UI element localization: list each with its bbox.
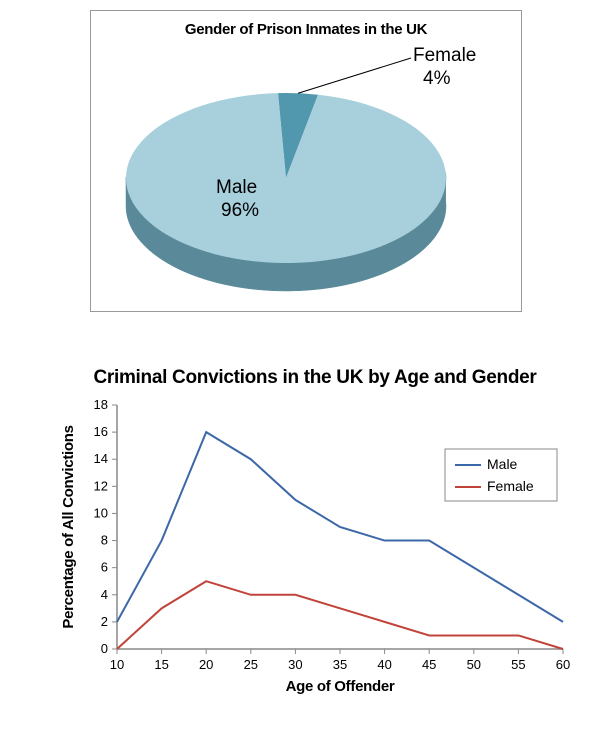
x-tick-label: 40 bbox=[377, 657, 391, 672]
y-tick-label: 6 bbox=[101, 560, 108, 575]
pie-chart-title: Gender of Prison Inmates in the UK bbox=[91, 11, 521, 38]
y-tick-label: 10 bbox=[94, 505, 108, 520]
y-tick-label: 16 bbox=[94, 424, 108, 439]
y-tick-label: 2 bbox=[101, 614, 108, 629]
x-tick-label: 25 bbox=[244, 657, 258, 672]
line-chart-svg: 0 2 4 6 8 10 12 14 16 18 10 15 20 25 30 35 40 45 50 55 60 Per… bbox=[55, 397, 575, 697]
y-axis-label: Percentage of All Convictions bbox=[60, 425, 77, 628]
x-tick-label: 60 bbox=[556, 657, 570, 672]
pie-pct-male: 96% bbox=[221, 200, 259, 221]
x-tick-label: 30 bbox=[288, 657, 302, 672]
pie-chart-svg: Female4% Male96% bbox=[91, 38, 521, 298]
y-tick-label: 14 bbox=[94, 451, 108, 466]
x-tick-label: 35 bbox=[333, 657, 347, 672]
line-chart-panel: Criminal Convictions in the UK by Age an… bbox=[55, 367, 575, 702]
y-tick-label: 8 bbox=[101, 533, 108, 548]
pie-label-male: Male bbox=[216, 177, 257, 198]
line-chart-title: Criminal Convictions in the UK by Age an… bbox=[55, 367, 575, 397]
x-tick-label: 55 bbox=[511, 657, 525, 672]
series-female bbox=[117, 581, 563, 649]
x-tick-label: 45 bbox=[422, 657, 436, 672]
y-tick-label: 12 bbox=[94, 478, 108, 493]
x-tick-label: 15 bbox=[154, 657, 168, 672]
y-tick-label: 0 bbox=[101, 641, 108, 656]
legend-label: Female bbox=[487, 478, 534, 494]
pie-pct-female: 4% bbox=[423, 68, 451, 89]
legend-label: Male bbox=[487, 456, 518, 472]
x-tick-label: 20 bbox=[199, 657, 213, 672]
y-tick-label: 18 bbox=[94, 397, 108, 412]
y-tick-label: 4 bbox=[101, 587, 108, 602]
pie-label-female: Female bbox=[413, 45, 476, 66]
pie-chart-panel: Gender of Prison Inmates in the UK Femal… bbox=[90, 10, 522, 312]
x-tick-label: 10 bbox=[110, 657, 124, 672]
x-axis-label: Age of Offender bbox=[286, 678, 395, 695]
x-tick-label: 50 bbox=[467, 657, 481, 672]
